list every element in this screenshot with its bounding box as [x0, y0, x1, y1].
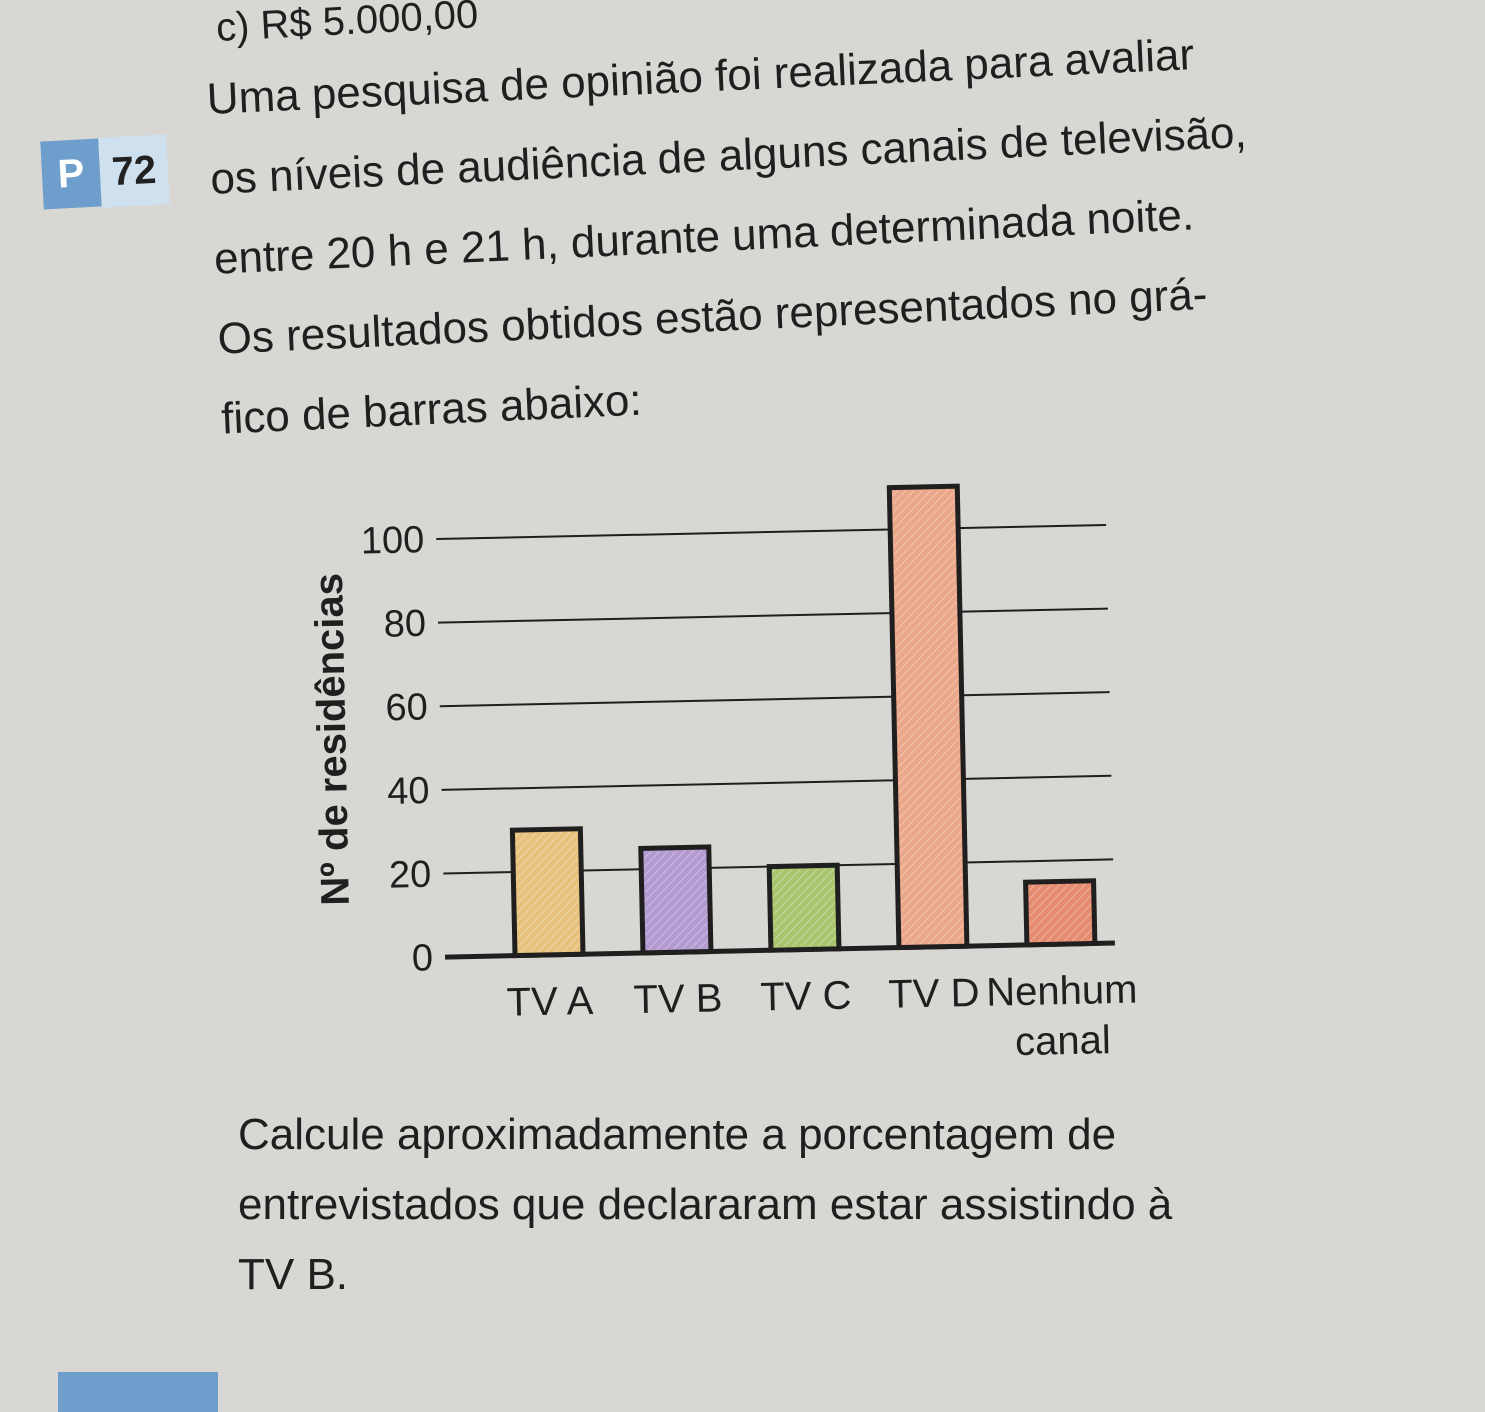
y-tick-label: 100 — [360, 519, 424, 562]
y-tick-label: 0 — [411, 937, 433, 979]
y-tick-label: 20 — [389, 854, 432, 897]
y-tick-label: 60 — [385, 686, 428, 729]
prompt-line: TV B. — [238, 1250, 349, 1299]
gridline — [439, 691, 1110, 708]
bar-texture — [892, 489, 964, 945]
next-question-tab — [58, 1372, 218, 1412]
x-tick-label: Nenhum — [986, 968, 1138, 1015]
question-text: Uma pesquisa de opinião foi realizada pa… — [205, 4, 1452, 459]
y-axis-label: Nº de residências — [307, 573, 358, 906]
x-tick-label: TV D — [888, 971, 980, 1017]
gridline — [437, 607, 1108, 624]
prompt-line: Calcule aproximadamente a porcentagem de — [238, 1110, 1117, 1159]
prompt-line: entrevistados que declararam estar assis… — [238, 1180, 1173, 1229]
gridline — [441, 774, 1112, 791]
x-tick-label: TV A — [506, 979, 594, 1025]
question-badge-letter: P — [40, 138, 102, 210]
y-tick-label: 40 — [387, 770, 430, 813]
bar-texture — [1028, 883, 1092, 942]
question-prompt: Calcule aproximadamente a porcentagem de… — [238, 1100, 1418, 1310]
y-tick-label: 80 — [383, 603, 426, 646]
question-number: 72 — [98, 134, 170, 208]
x-tick-label: TV B — [633, 976, 723, 1022]
x-tick-label: TV C — [760, 974, 852, 1020]
x-tick-label: canal — [1015, 1018, 1112, 1064]
bar-texture — [643, 850, 708, 950]
bar-texture — [515, 831, 580, 953]
bar-chart: 0 20 40 60 80 100 TV A TV B TV C TV D Nenhum canal … — [300, 462, 1153, 1104]
gridline — [436, 523, 1107, 540]
bar-texture — [772, 868, 836, 948]
previous-option: c) R$ 5.000,00 — [215, 0, 480, 50]
